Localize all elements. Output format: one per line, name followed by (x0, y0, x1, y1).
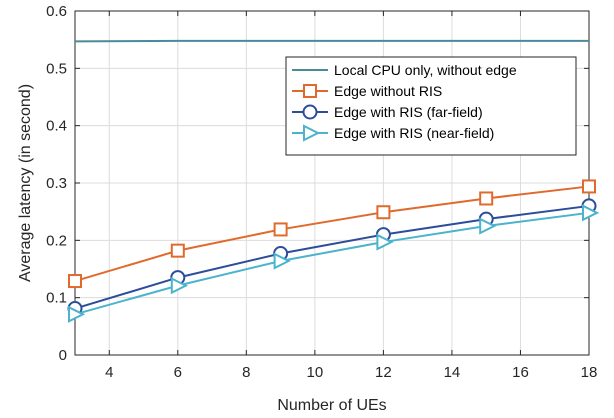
data-point-marker (68, 274, 82, 289)
y-tick-label: 0 (59, 347, 67, 364)
y-tick-label: 0.6 (46, 3, 67, 20)
y-tick-label: 0.2 (46, 232, 67, 249)
y-tick-label: 0.4 (46, 118, 67, 135)
legend-item: Edge with RIS (near-field) (292, 124, 494, 142)
series-2 (68, 179, 596, 289)
x-tick-label: 10 (307, 364, 324, 381)
y-tick-label: 0.1 (46, 290, 67, 307)
series-line (74, 39, 589, 43)
legend-marker (303, 124, 321, 142)
series-group (67, 39, 600, 323)
legend-item: Edge without RIS (292, 83, 442, 99)
axis-ticks: 4 6 8 10 12 14 16 18 0 0.1 0.2 0.3 0.4 0.5 0.6 (46, 3, 597, 381)
x-tick-label: 12 (375, 364, 392, 381)
series-line (74, 211, 590, 316)
data-point-marker (582, 179, 596, 194)
x-tick-label: 4 (105, 364, 113, 381)
x-tick-label: 14 (444, 364, 461, 381)
x-axis-label: Number of UEs (277, 397, 386, 414)
legend-marker (303, 84, 317, 98)
series-line (74, 185, 590, 282)
legend-label: Edge with RIS (near-field) (334, 125, 494, 141)
data-point-marker (170, 277, 189, 295)
legend: Local CPU only, without edge Edge without… (285, 56, 577, 156)
x-tick-label: 8 (242, 364, 250, 381)
data-point-marker (376, 233, 394, 251)
data-point-marker (582, 204, 600, 222)
legend-label: Edge without RIS (334, 83, 442, 99)
data-point-marker (479, 217, 497, 235)
legend-marker (302, 104, 318, 120)
legend-item: Local CPU only, without edge (292, 62, 517, 78)
legend-label: Edge with RIS (far-field) (334, 104, 483, 120)
x-tick-label: 16 (512, 364, 529, 381)
series-line (74, 204, 590, 310)
data-point-marker (68, 305, 86, 323)
x-tick-label: 6 (174, 364, 182, 381)
series-1 (74, 39, 589, 43)
series-4 (68, 204, 600, 323)
data-point-marker (376, 205, 391, 220)
data-point-marker (479, 191, 494, 206)
y-tick-label: 0.3 (46, 175, 67, 192)
legend-box (285, 56, 577, 156)
data-point-marker (273, 252, 291, 270)
data-point-marker (273, 222, 288, 237)
y-tick-label: 0.5 (46, 60, 67, 77)
x-tick-label: 18 (581, 364, 598, 381)
legend-item: Edge with RIS (far-field) (292, 104, 483, 120)
y-axis-label: Average latency (in second) (17, 84, 34, 282)
legend-label: Local CPU only, without edge (334, 62, 517, 78)
data-point-marker (170, 243, 185, 258)
